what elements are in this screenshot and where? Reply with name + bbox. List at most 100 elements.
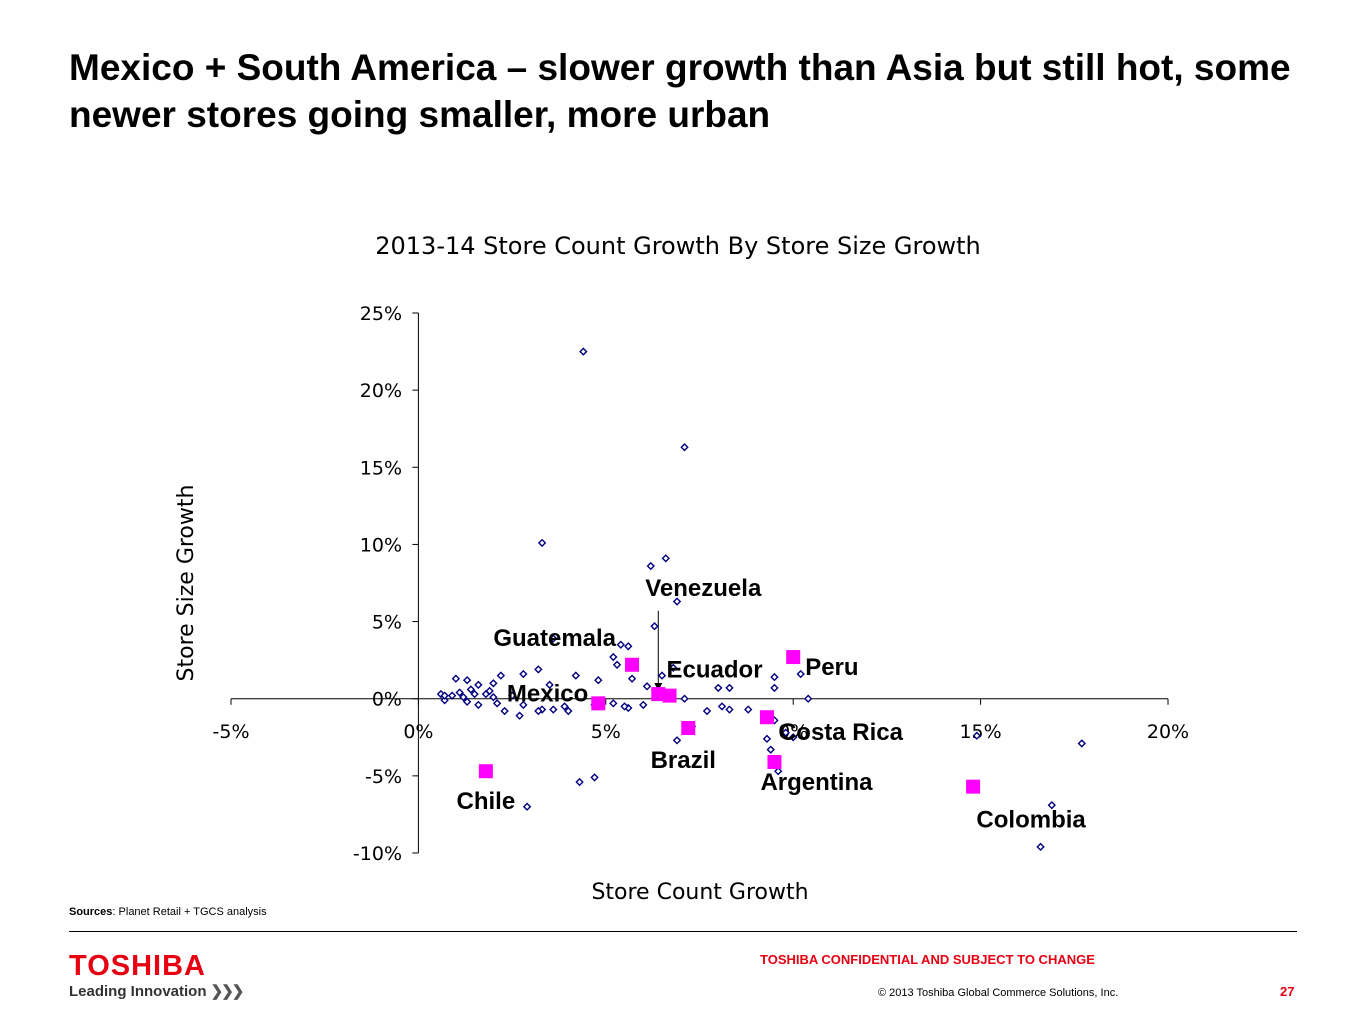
data-point — [571, 671, 581, 680]
x-tick-label: 0% — [403, 721, 433, 743]
y-tick-label: 20% — [360, 380, 402, 402]
sources-label: Sources — [69, 906, 113, 918]
data-point — [646, 561, 655, 571]
x-tick-label: 20% — [1147, 721, 1189, 743]
data-point — [534, 665, 543, 674]
label-peru: Peru — [805, 654, 858, 681]
x-tick-label: -5% — [213, 721, 250, 743]
data-point — [462, 697, 472, 706]
y-tick-label: 15% — [360, 457, 402, 479]
data-point — [642, 682, 652, 691]
data-point — [702, 706, 712, 716]
label-ecuador: Ecuador — [667, 657, 763, 684]
label-argentina: Argentina — [760, 769, 873, 796]
highlight-point-chile — [478, 764, 493, 779]
data-point — [672, 736, 682, 745]
data-point — [972, 731, 982, 740]
tagline-text: Leading Innovation — [69, 983, 207, 1000]
data-point — [650, 622, 659, 631]
data-point — [451, 674, 461, 683]
data-point — [459, 692, 468, 702]
data-point — [515, 711, 524, 720]
data-point — [1047, 800, 1057, 810]
tagline: Leading Innovation ❯❯❯ — [69, 983, 245, 1001]
data-point — [714, 683, 723, 693]
data-point — [485, 686, 494, 696]
data-point — [436, 689, 446, 699]
data-point — [489, 692, 498, 702]
label-guatemala: Guatemala — [493, 625, 616, 652]
data-point — [774, 767, 783, 776]
label-venezuela: Venezuela — [645, 575, 762, 602]
label-costa-rica: Costa Rica — [779, 719, 904, 746]
data-point — [609, 699, 618, 708]
data-point — [770, 672, 779, 682]
highlight-point-colombia — [966, 779, 981, 794]
y-tick-label: -5% — [365, 766, 402, 788]
chevrons-icon: ❯❯❯ — [210, 983, 245, 1000]
label-chile: Chile — [457, 788, 516, 815]
confidential-notice: TOSHIBA CONFIDENTIAL AND SUBJECT TO CHAN… — [760, 952, 1095, 967]
data-point — [564, 706, 573, 716]
pointer-arrow-head — [654, 683, 663, 691]
data-point — [661, 554, 670, 563]
data-point — [447, 691, 457, 700]
highlight-points — [478, 650, 981, 794]
x-axis-label: Store Count Growth — [591, 880, 808, 905]
y-tick-label: 25% — [360, 303, 402, 325]
data-point — [762, 734, 772, 744]
x-tick-label: 5% — [591, 721, 621, 743]
data-point — [474, 700, 483, 710]
data-point — [680, 443, 689, 452]
data-point — [616, 640, 625, 649]
data-point — [657, 671, 667, 680]
x-tick-label: 15% — [959, 721, 1001, 743]
data-point — [781, 728, 790, 737]
data-point — [507, 691, 517, 700]
data-point — [766, 745, 775, 754]
data-point — [519, 700, 528, 710]
label-brazil: Brazil — [651, 747, 716, 774]
data-point — [500, 706, 509, 716]
data-point — [672, 597, 682, 606]
chart-title: 2013-14 Store Count Growth By Store Size… — [375, 232, 981, 260]
highlight-point-costa-rica — [759, 710, 774, 725]
label-colombia: Colombia — [976, 807, 1086, 834]
data-point — [639, 700, 648, 710]
data-point — [519, 669, 528, 679]
y-tick-label: 10% — [360, 534, 402, 556]
data-point — [594, 676, 603, 685]
scatter-chart: 2013-14 Store Count Growth By Store Size… — [174, 232, 1190, 905]
data-point — [796, 669, 805, 679]
page-title: Mexico + South America – slower growth t… — [69, 47, 1291, 135]
tick-labels: 25% 20% 15% 10% 5% 0% -5% -10% -5% 0% 5% 0% 15% 20% — [213, 303, 1190, 865]
data-point — [624, 642, 633, 651]
copyright: © 2013 Toshiba Global Commerce Solutions… — [878, 987, 1119, 999]
data-point — [560, 702, 569, 711]
footer-divider — [69, 931, 1297, 932]
data-point — [669, 663, 678, 673]
y-tick-label: -10% — [353, 843, 402, 865]
data-point — [455, 688, 464, 697]
highlight-point-brazil — [681, 721, 696, 736]
data-point — [627, 674, 637, 683]
data-point — [496, 671, 506, 680]
data-point — [549, 705, 558, 714]
data-point — [440, 691, 449, 700]
highlight-point-guatemala — [625, 657, 640, 672]
data-point — [440, 696, 449, 705]
sources-text: : Planet Retail + TGCS analysis — [112, 906, 267, 918]
highlight-point-mexico — [591, 696, 606, 711]
data-point — [545, 680, 554, 690]
data-point — [1077, 739, 1086, 748]
country-labels: Venezuela Guatemala Ecuador Peru Mexico Costa… — [457, 575, 1087, 834]
x-tick-label: 0% — [778, 721, 808, 743]
data-point — [804, 694, 813, 703]
data-point — [725, 705, 734, 714]
data-point — [590, 773, 599, 782]
data-point — [489, 679, 498, 688]
data-point — [474, 680, 483, 690]
data-point — [620, 702, 629, 711]
data-point — [725, 683, 734, 693]
data-point — [537, 538, 547, 548]
